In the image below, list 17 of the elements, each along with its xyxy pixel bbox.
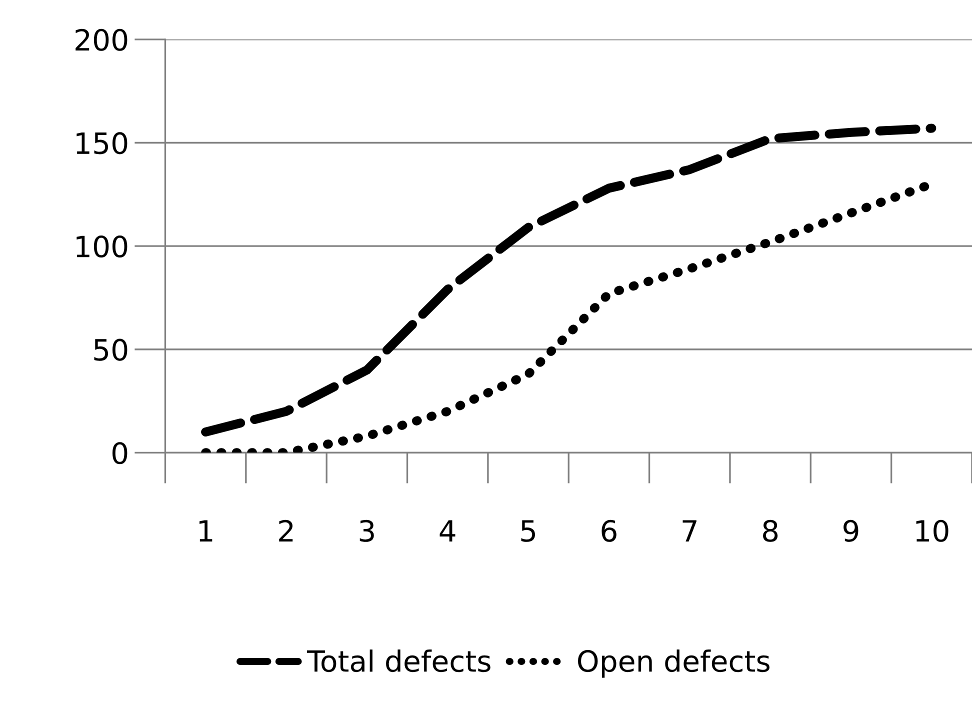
legend-label: Open defects <box>578 650 770 678</box>
x-tick-label: 6 <box>602 520 616 542</box>
y-tick-label: 200 <box>76 28 128 51</box>
x-tick-label: 2 <box>279 520 293 542</box>
y-tick-label: 150 <box>76 132 128 154</box>
x-tick-label: 9 <box>844 520 858 542</box>
y-tick-label: 100 <box>76 235 128 258</box>
x-tick-label: 8 <box>763 520 778 542</box>
x-tick-label: 4 <box>440 520 456 542</box>
legend-label: Total defects <box>306 650 490 672</box>
x-tick-label: 3 <box>360 520 374 542</box>
x-tick-label: 10 <box>916 520 948 542</box>
x-tick-label: 7 <box>682 520 696 542</box>
y-tick-label: 0 <box>112 442 128 464</box>
x-tick-label: 5 <box>521 520 536 542</box>
y-tick-label: 50 <box>94 338 128 361</box>
x-tick-label: 1 <box>200 520 212 542</box>
